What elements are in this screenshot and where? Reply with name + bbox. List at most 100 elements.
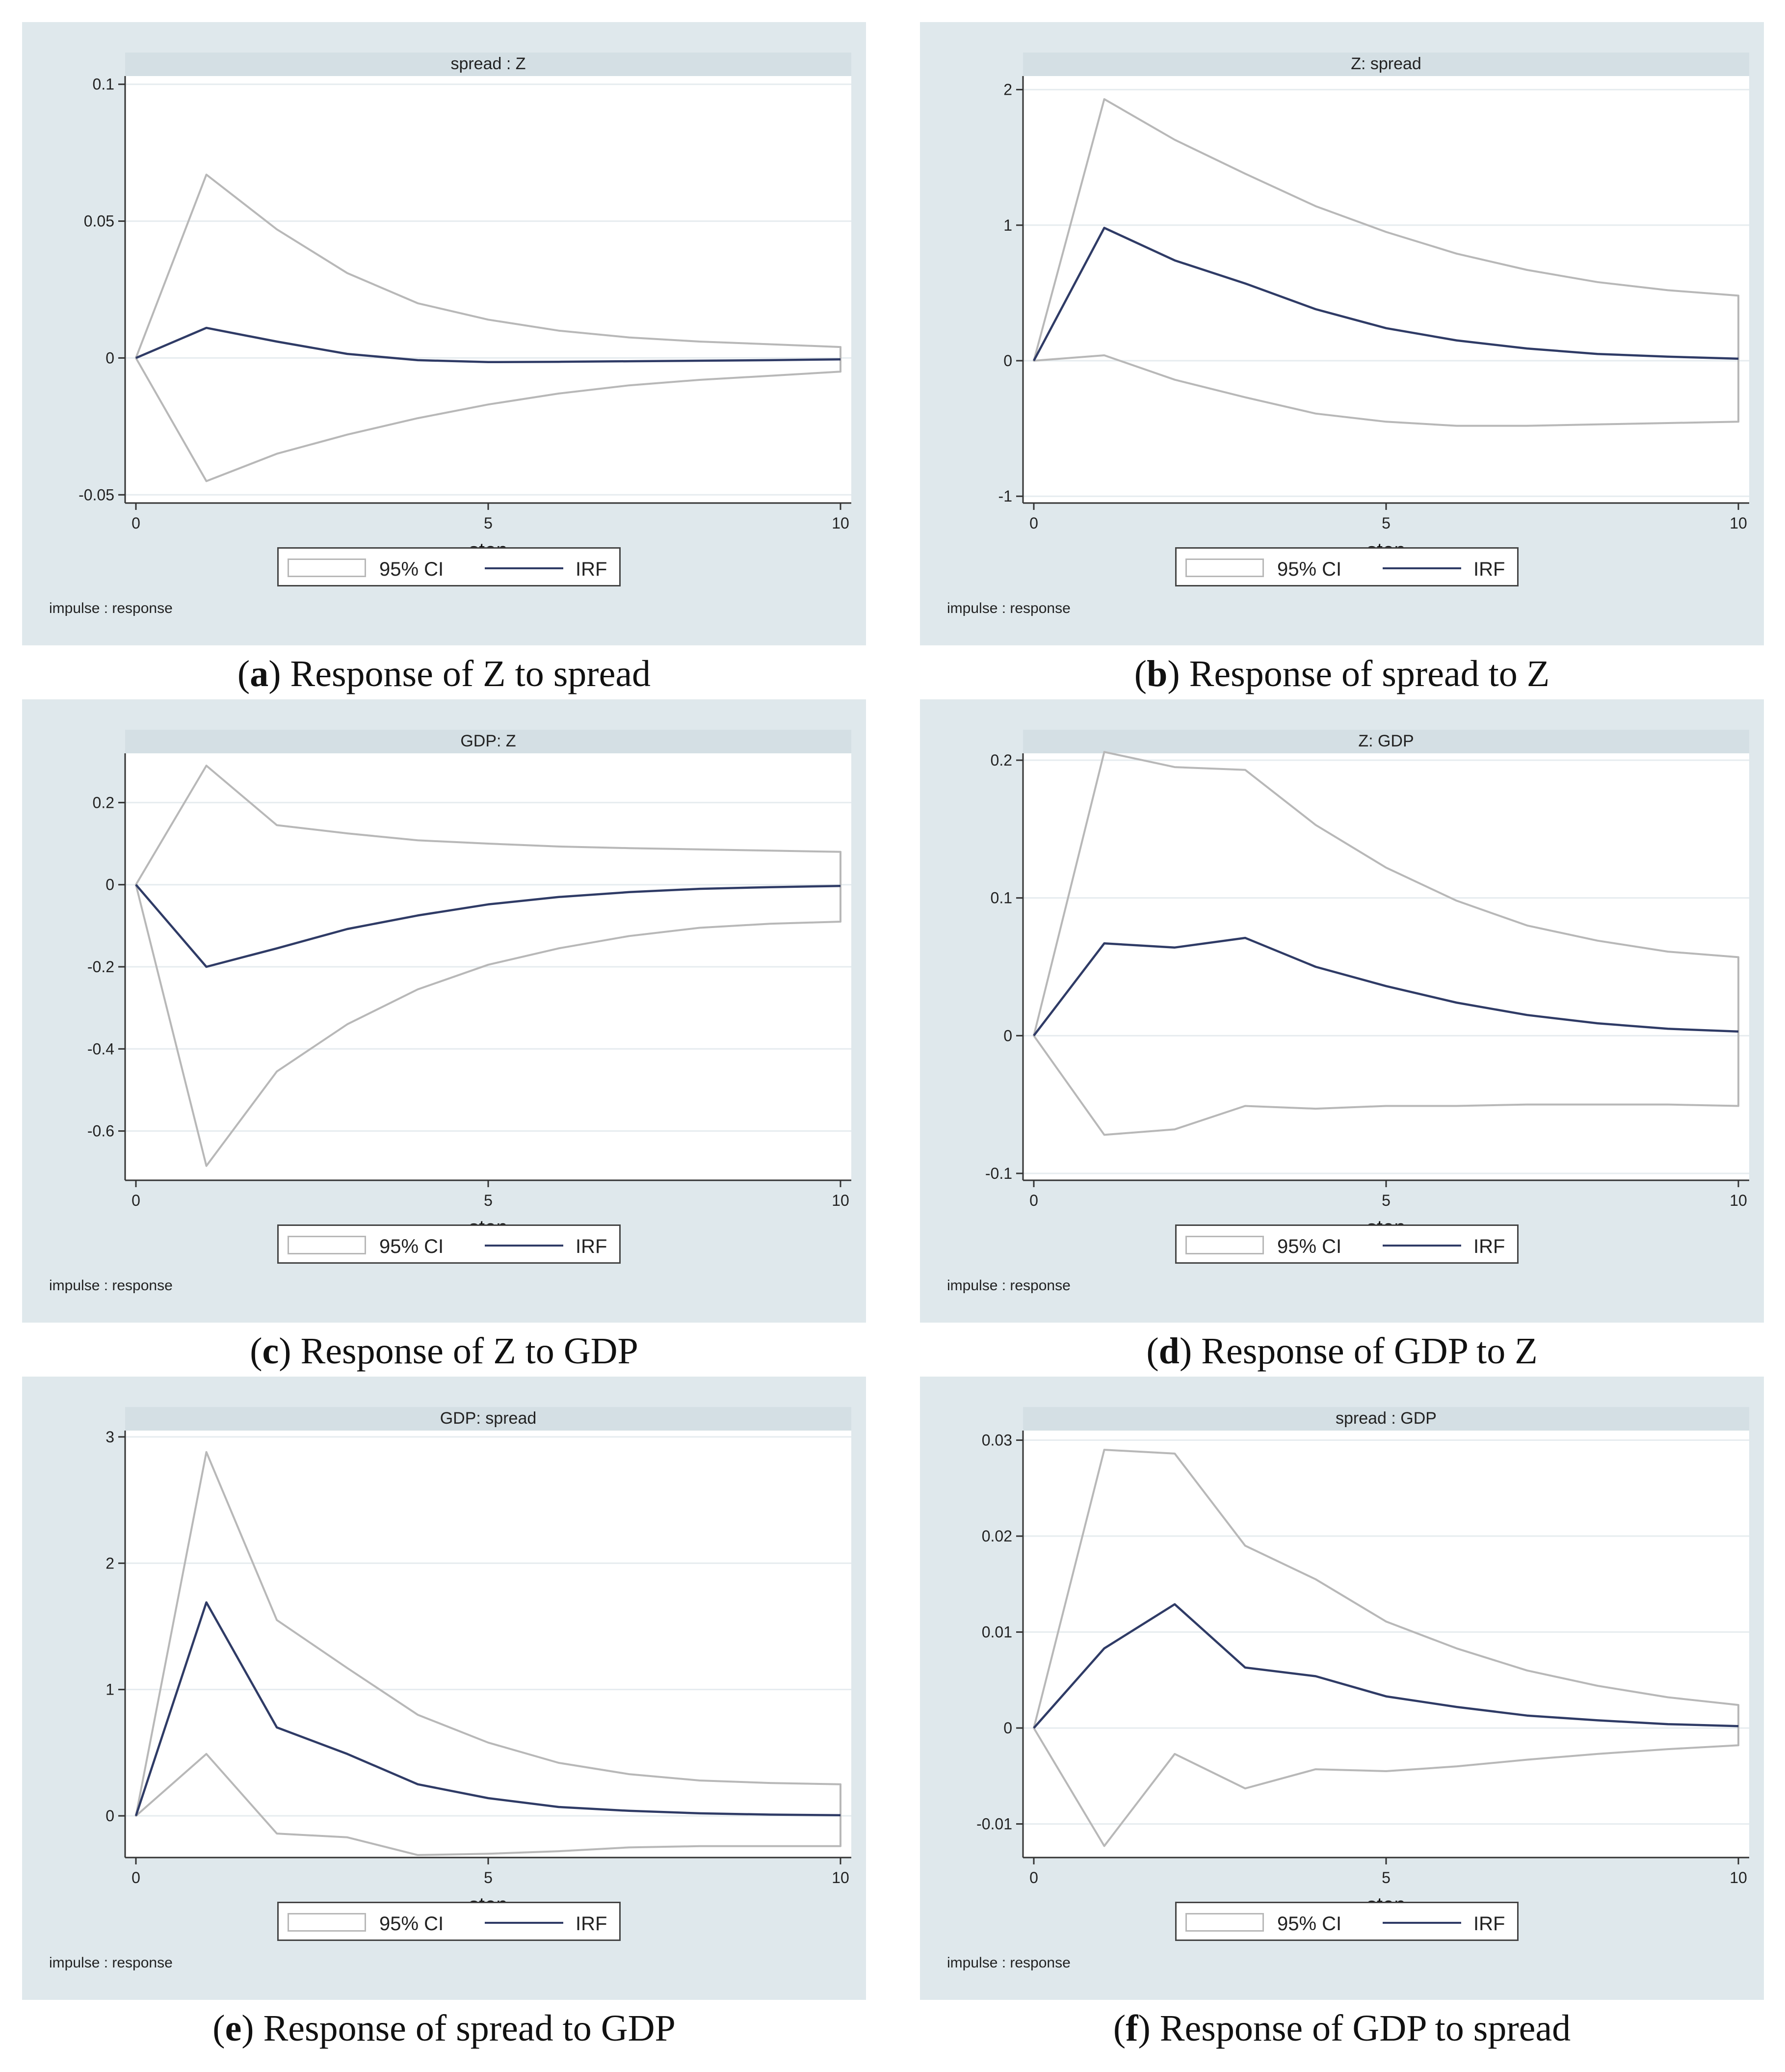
chart-title: spread : GDP [1336,1409,1437,1428]
irf-line [1033,227,1739,362]
legend-irf-swatch [1383,567,1461,569]
impulse-response-note: impulse : response [947,1955,1071,1971]
plot-area [1023,1431,1749,1858]
caption-letter: c [262,1330,279,1372]
x-tick-label: 5 [484,1192,493,1209]
x-tick-label: 10 [832,1192,849,1209]
legend-ci-label: 95% CI [1277,558,1342,580]
irf-line [1033,1603,1739,1729]
x-tick-label: 0 [1029,1869,1038,1886]
x-tick-label: 5 [1382,1192,1391,1209]
y-tick-label: 0 [105,876,114,894]
plot-area [125,1431,851,1858]
y-tick-label: 0.2 [991,751,1012,769]
chart-panel-c: GDP: Z-0.6-0.4-0.200.20510step95% CIIRFi… [22,699,866,1372]
x-tick-label: 10 [1730,1869,1747,1886]
legend-irf-swatch [1383,1245,1461,1247]
panel-caption: (b) Response of spread to Z [1134,653,1550,694]
panel-caption: (f) Response of GDP to spread [1113,2008,1571,2049]
panel-caption: (c) Response of Z to GDP [250,1330,638,1372]
irf-line [134,1601,841,1817]
chart-svg: Z: GDP-0.100.10.20510step [985,730,1749,1239]
chart-svg: GDP: Z-0.6-0.4-0.200.20510step [87,730,851,1239]
legend-irf-label: IRF [1473,1236,1505,1257]
chart-panel-f: spread : GDP-0.0100.010.020.030510step95… [920,1377,1764,2049]
legend-irf-label: IRF [1473,558,1505,580]
panel-caption: (a) Response of Z to spread [237,653,651,694]
legend: 95% CI IRF [1175,547,1519,586]
chart-title: Z: GDP [1358,732,1414,750]
caption-letter: f [1126,2008,1138,2049]
caption-letter: e [225,2008,242,2049]
y-tick-label: -0.6 [87,1122,114,1140]
legend-irf-label: IRF [576,1236,607,1257]
x-tick-label: 0 [131,1869,140,1886]
chart-title-strip [1023,53,1749,76]
chart-title-strip [125,53,851,76]
chart-title: spread : Z [450,54,525,73]
impulse-response-note: impulse : response [49,600,173,616]
legend-ci-label: 95% CI [1277,1913,1342,1935]
legend-ci-label: 95% CI [379,558,444,580]
caption-letter: d [1158,1330,1180,1372]
y-tick-label: 0 [1003,1719,1012,1737]
legend: 95% CI IRF [277,1902,621,1941]
chart-title-strip [1023,730,1749,753]
y-tick-label: 0 [105,349,114,367]
caption-text: Response of GDP to Z [1192,1330,1538,1372]
y-tick-label: 0 [1003,352,1012,370]
legend-irf-swatch [1383,1922,1461,1924]
caption-text: Response of GDP to spread [1150,2008,1571,2049]
y-tick-label: 1 [105,1681,114,1699]
x-tick-label: 5 [484,1869,493,1886]
impulse-response-note: impulse : response [49,1955,173,1971]
y-tick-label: -0.2 [87,958,114,976]
panel-caption: (d) Response of GDP to Z [1146,1330,1538,1372]
y-tick-label: 0.2 [93,794,114,811]
x-tick-label: 0 [131,514,140,532]
y-tick-label: -0.05 [79,486,114,504]
y-tick-label: 0.1 [93,76,114,93]
legend-irf-label: IRF [576,558,607,580]
legend-irf-label: IRF [576,1913,607,1935]
caption-letter: b [1147,653,1168,694]
legend-ci-swatch [288,1913,366,1932]
impulse-response-note: impulse : response [947,600,1071,616]
chart-title: GDP: spread [440,1409,537,1428]
x-tick-label: 10 [1730,514,1747,532]
legend-ci-label: 95% CI [1277,1236,1342,1257]
caption-text: Response of Z to GDP [291,1330,638,1372]
irf-line [135,326,841,364]
y-tick-label: -0.4 [87,1040,114,1058]
plot-area [1023,753,1749,1180]
y-tick-label: 0.01 [982,1623,1012,1641]
y-tick-label: -1 [998,487,1012,505]
x-tick-label: 10 [1730,1192,1747,1209]
legend-irf-swatch [485,1245,563,1247]
legend: 95% CI IRF [277,547,621,586]
irf-line [135,884,841,968]
y-tick-label: 0.02 [982,1527,1012,1545]
legend-irf-swatch [485,1922,563,1924]
chart-title-strip [125,1407,851,1431]
caption-letter: a [250,653,269,694]
y-tick-label: 2 [105,1554,114,1572]
ci-band [1033,751,1739,1136]
impulse-response-note: impulse : response [49,1277,173,1294]
x-tick-label: 10 [832,1869,849,1886]
chart-panel-e: GDP: spread01230510step95% CIIRFimpulse … [22,1377,866,2049]
plot-area [125,76,851,503]
legend: 95% CI IRF [277,1224,621,1264]
y-tick-label: -0.01 [976,1815,1012,1833]
y-tick-label: 2 [1003,81,1012,99]
irf-line [1033,936,1739,1036]
panel-caption: (e) Response of spread to GDP [212,2008,676,2049]
y-tick-label: 0.05 [84,213,114,230]
caption-text: Response of spread to Z [1180,653,1550,694]
y-tick-label: 1 [1003,216,1012,234]
y-tick-label: 0 [1003,1027,1012,1044]
y-tick-label: 0.1 [991,889,1012,907]
